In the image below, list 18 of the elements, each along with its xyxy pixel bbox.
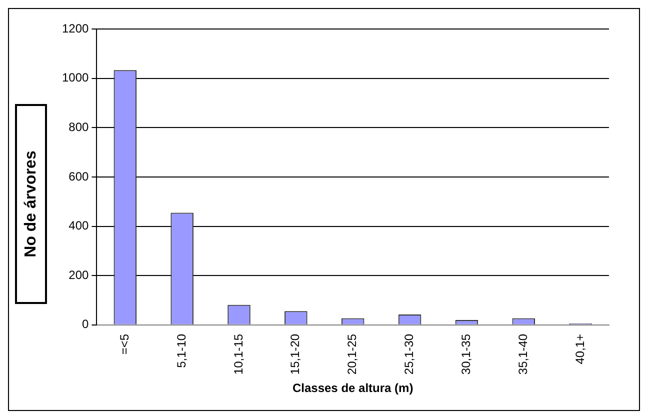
- x-tick-label: 25,1-30: [402, 334, 416, 375]
- y-tick-label: 600: [68, 169, 90, 184]
- x-tick-label: 20,1-25: [345, 334, 360, 375]
- x-tick-label: 40,1+: [572, 334, 587, 364]
- x-tick-label: 30,1-35: [459, 334, 474, 375]
- y-tick-label: 400: [68, 218, 90, 233]
- x-axis-title: Classes de altura (m): [292, 381, 414, 396]
- y-tick-label: 800: [68, 120, 90, 134]
- y-tick-label: 1000: [62, 70, 90, 85]
- x-tick-label: =<5: [117, 334, 132, 355]
- x-tick-label: 5,1-10: [174, 334, 188, 368]
- y-tick-label: 0: [82, 317, 90, 332]
- x-tick-label: 35,1-40: [516, 334, 530, 375]
- y-tick-label: 200: [68, 268, 90, 282]
- x-tick-label: 10,1-15: [231, 334, 246, 375]
- x-tick-label: 15,1-20: [288, 334, 302, 375]
- y-axis-title: No de árvores: [22, 150, 40, 258]
- y-tick-label: 1200: [62, 21, 90, 36]
